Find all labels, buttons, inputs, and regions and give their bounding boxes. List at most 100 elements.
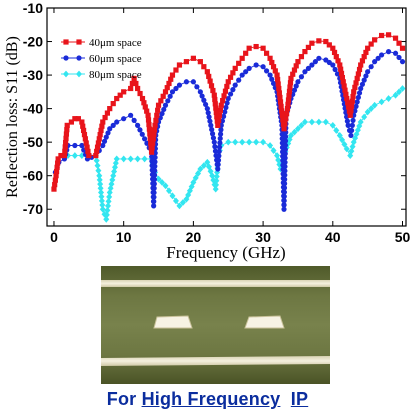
data-point	[281, 126, 287, 132]
data-point	[333, 127, 340, 134]
data-point	[279, 108, 285, 114]
data-point	[225, 95, 231, 102]
data-point	[197, 59, 203, 65]
data-point	[164, 85, 170, 91]
data-point	[270, 64, 277, 70]
data-point	[128, 85, 134, 92]
data-point	[368, 105, 375, 113]
data-point	[176, 62, 183, 68]
data-point	[227, 74, 234, 80]
y-tick-label: -10	[23, 0, 43, 16]
data-point	[345, 122, 351, 128]
data-point	[195, 170, 202, 177]
data-point	[158, 98, 164, 104]
data-point	[336, 132, 343, 139]
data-point	[282, 121, 288, 127]
data-point	[379, 52, 385, 58]
data-point	[127, 155, 134, 163]
data-point	[330, 45, 336, 51]
data-point	[230, 87, 236, 93]
data-point	[169, 192, 176, 200]
data-point	[288, 75, 294, 82]
data-point	[216, 153, 222, 159]
data-point	[131, 117, 137, 123]
legend-marker	[63, 70, 69, 78]
data-point	[208, 83, 215, 89]
data-point	[353, 103, 359, 109]
data-point	[371, 101, 378, 109]
data-point	[63, 135, 69, 141]
data-point	[54, 164, 60, 170]
data-point	[151, 131, 157, 137]
data-point	[260, 138, 267, 146]
data-point	[141, 155, 148, 163]
data-point	[212, 144, 218, 150]
data-point	[232, 138, 239, 146]
data-point	[211, 92, 217, 98]
data-point	[207, 118, 213, 124]
data-point	[96, 172, 103, 180]
data-point	[80, 127, 87, 134]
data-point	[176, 82, 183, 88]
caption: For High Frequency IP	[0, 389, 415, 410]
data-point	[155, 102, 162, 108]
data-point	[368, 64, 374, 70]
data-point	[396, 54, 402, 61]
data-point	[282, 142, 289, 148]
data-point	[172, 197, 179, 205]
data-point	[208, 122, 214, 128]
data-point	[204, 158, 211, 166]
data-point	[162, 182, 169, 190]
data-point	[61, 152, 68, 159]
data-point	[186, 187, 193, 195]
data-point	[133, 80, 139, 87]
data-point	[129, 80, 135, 87]
data-point	[103, 211, 110, 219]
data-point	[64, 122, 70, 128]
y-tick-label: -40	[23, 101, 43, 117]
data-point	[147, 135, 153, 141]
data-point	[62, 148, 68, 154]
data-point	[223, 104, 229, 111]
data-point	[253, 138, 260, 146]
data-point	[359, 81, 366, 87]
bottom-trace	[101, 356, 330, 366]
data-point	[285, 97, 292, 103]
data-point	[224, 100, 230, 106]
data-point	[96, 176, 103, 184]
data-point	[160, 93, 166, 99]
data-point	[330, 62, 336, 68]
data-point	[329, 121, 336, 129]
data-point	[260, 45, 266, 51]
data-point	[291, 128, 298, 136]
data-point	[110, 100, 116, 107]
data-point	[107, 126, 113, 132]
data-point	[385, 32, 392, 38]
data-point	[190, 79, 196, 85]
data-point	[97, 132, 103, 138]
y-tick-label: -50	[23, 134, 43, 150]
data-point	[392, 35, 399, 41]
data-point	[282, 163, 288, 170]
data-point	[349, 122, 355, 128]
data-point	[323, 38, 329, 45]
data-point	[135, 122, 141, 128]
data-point	[385, 49, 392, 55]
data-point	[149, 145, 155, 151]
data-point	[275, 81, 281, 87]
data-point	[239, 138, 246, 146]
data-point	[144, 108, 150, 114]
data-point	[110, 122, 116, 128]
data-point	[345, 104, 352, 110]
data-point	[213, 105, 219, 111]
data-point	[316, 55, 322, 61]
data-point	[100, 119, 106, 125]
data-point	[217, 131, 224, 137]
data-point	[339, 74, 345, 81]
data-point	[276, 90, 282, 96]
data-point	[282, 151, 288, 157]
data-point	[361, 77, 367, 83]
data-point	[287, 80, 294, 86]
data-point	[141, 136, 148, 142]
legend-marker	[76, 55, 82, 61]
